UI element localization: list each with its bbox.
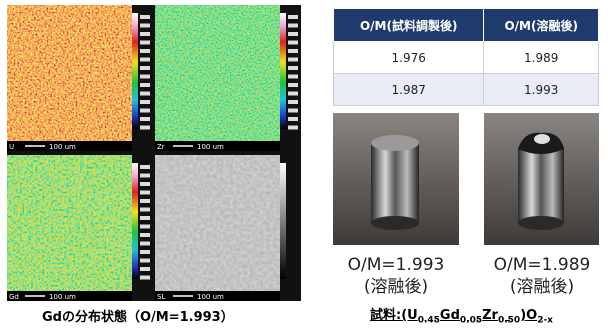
- bar-tick: [288, 75, 298, 79]
- bar-tick: [140, 58, 150, 62]
- bar-tick: [140, 24, 150, 28]
- table-cell: 1.976: [334, 42, 484, 74]
- map-image: [155, 155, 280, 301]
- bar-tick: [140, 199, 150, 203]
- color-bar: [280, 163, 286, 279]
- bar-tick: [140, 233, 150, 237]
- bar-tick: [140, 259, 150, 263]
- photo-note: (溶融後): [326, 276, 466, 298]
- bar-tick: [140, 276, 150, 280]
- sample-formula: 試料:(U0.45Gd0.05Zr0.50)O2-x: [370, 304, 553, 326]
- map-element: Zr: [157, 143, 165, 151]
- table-cell: 1.989: [484, 42, 599, 74]
- bar-tick: [288, 109, 298, 113]
- map-element: U: [9, 143, 14, 151]
- formula-part: 試料:(U: [370, 308, 418, 323]
- formula-part: 2-x: [537, 316, 553, 326]
- epma-maps: U 100 um Zr 100 um Gd 100 um SL 100 um: [7, 5, 301, 301]
- bar-tick: [140, 49, 150, 53]
- bar-tick: [288, 117, 298, 121]
- bar-tick: [140, 75, 150, 79]
- bar-tick: [140, 208, 150, 212]
- map-image: [155, 5, 280, 151]
- bar-tick: [288, 49, 298, 53]
- photo: [333, 113, 459, 245]
- bar-tick: [140, 191, 150, 195]
- photo-label: O/M=1.989: [472, 254, 608, 276]
- table-cell: 1.987: [334, 74, 484, 106]
- bar-tick: [140, 165, 150, 169]
- bar-tick: [140, 216, 150, 220]
- formula-part: 0.45: [418, 316, 440, 326]
- map-image: [7, 5, 132, 151]
- bar-tick: [140, 126, 150, 130]
- bar-tick: [288, 83, 298, 87]
- formula-part: Gd: [440, 308, 460, 323]
- table-cell: 1.993: [484, 74, 599, 106]
- bar-tick: [140, 250, 150, 254]
- bar-tick: [140, 242, 150, 246]
- bar-tick: [140, 109, 150, 113]
- bar-tick: [140, 225, 150, 229]
- page: U 100 um Zr 100 um Gd 100 um SL 100 um Gdの分布状態（…: [0, 0, 608, 329]
- color-bar: [280, 13, 286, 129]
- bar-tick: [140, 100, 150, 104]
- bar-tick: [288, 32, 298, 36]
- bar-tick: [288, 15, 298, 19]
- scale-label: 100 um: [197, 293, 224, 301]
- color-bar: [132, 13, 138, 129]
- color-bar: [132, 163, 138, 279]
- map-caption: Gdの分布状態（O/M=1.993）: [42, 306, 234, 325]
- bar-tick: [140, 83, 150, 87]
- bar-tick: [288, 66, 298, 70]
- map-element: SL: [157, 293, 165, 301]
- bar-tick: [140, 15, 150, 19]
- formula-part: 0.50: [498, 316, 520, 326]
- bar-tick: [288, 100, 298, 104]
- formula-part: )O: [520, 308, 537, 323]
- scale-label: 100 um: [49, 293, 76, 301]
- table-header: O/M(溶融後): [484, 9, 599, 42]
- bar-tick: [288, 24, 298, 28]
- bar-tick: [140, 174, 150, 178]
- bar-tick: [140, 182, 150, 186]
- bar-tick: [288, 92, 298, 96]
- scale-label: 100 um: [197, 143, 224, 151]
- bar-tick: [140, 92, 150, 96]
- bar-tick: [288, 41, 298, 45]
- table-header: O/M(試料調製後): [334, 9, 484, 42]
- scale-label: 100 um: [49, 143, 76, 151]
- map-image: [7, 155, 132, 301]
- bar-tick: [288, 126, 298, 130]
- photo-note: (溶融後): [472, 276, 608, 298]
- bar-tick: [140, 66, 150, 70]
- photo-label: O/M=1.993: [326, 254, 466, 276]
- photo: [484, 113, 599, 245]
- bar-tick: [140, 32, 150, 36]
- bar-tick: [140, 267, 150, 271]
- formula-part: Zr: [482, 308, 498, 323]
- bar-tick: [140, 41, 150, 45]
- map-element: Gd: [9, 293, 19, 301]
- bar-tick: [288, 58, 298, 62]
- formula-part: 0.05: [460, 316, 482, 326]
- bar-tick: [140, 117, 150, 121]
